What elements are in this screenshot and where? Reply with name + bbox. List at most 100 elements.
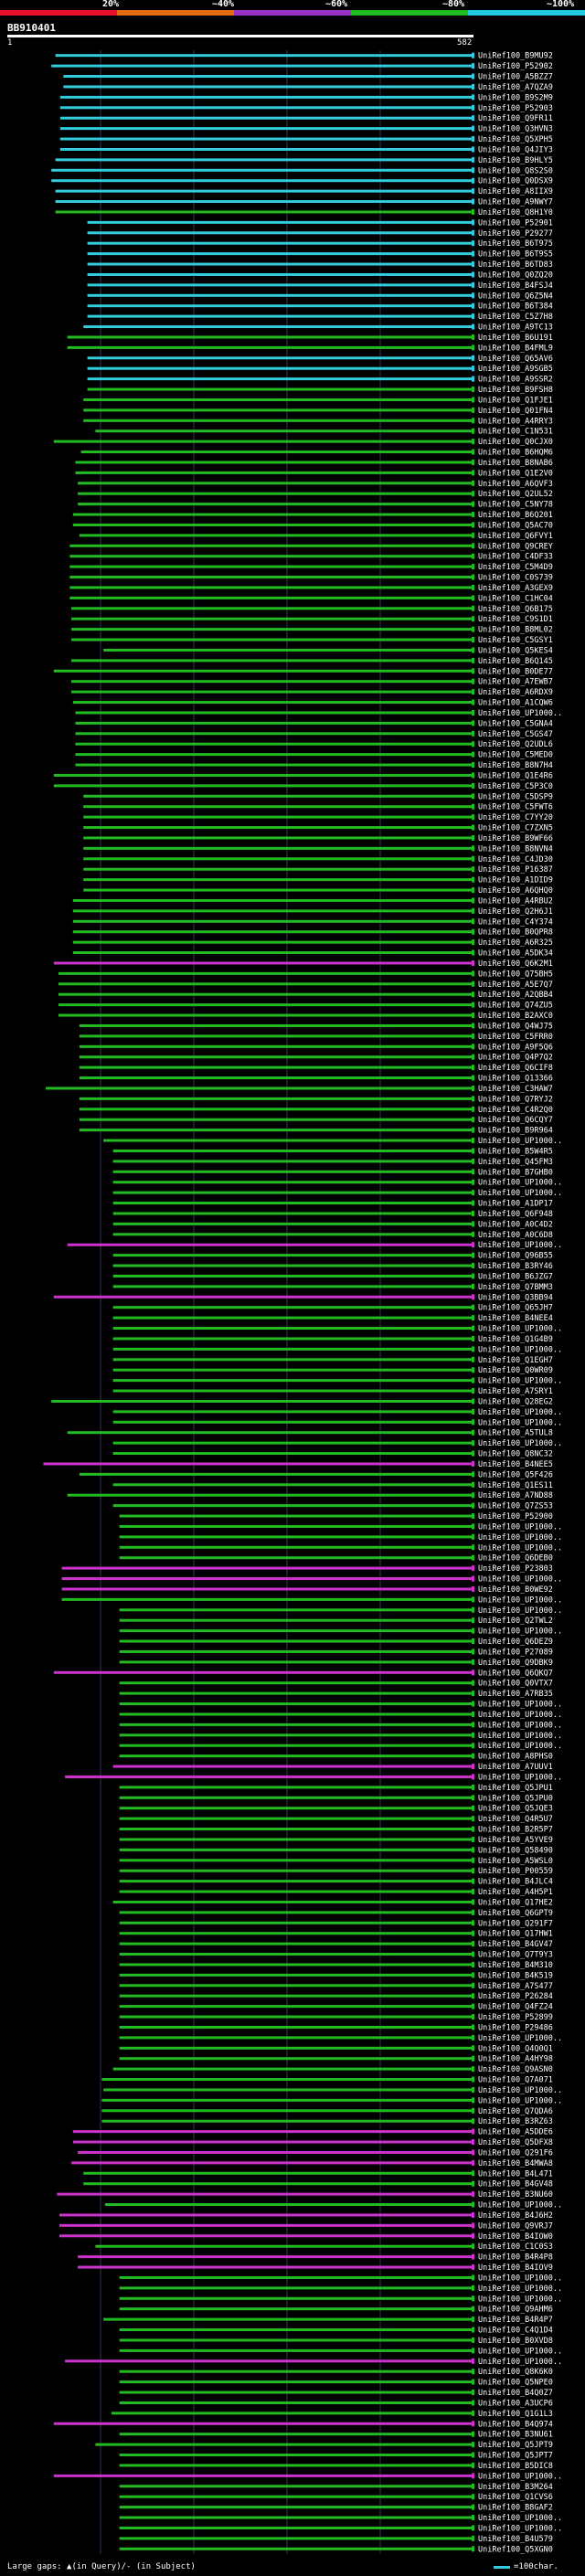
hit-label[interactable]: UniRef100_UP1000.. [478, 1418, 562, 1427]
hit-label[interactable]: UniRef100_A1DID9 [478, 876, 553, 885]
hit-bar[interactable] [71, 2161, 474, 2165]
hit-label[interactable]: UniRef100_B6T975 [478, 239, 553, 249]
hit-label[interactable]: UniRef100_A9SGB5 [478, 365, 553, 374]
hit-label[interactable]: UniRef100_C4DF33 [478, 553, 553, 562]
hit-bar[interactable] [103, 2088, 474, 2092]
hit-label[interactable]: UniRef100_UP1000.. [478, 1732, 562, 1741]
hit-bar[interactable] [87, 366, 473, 370]
hit-label[interactable]: UniRef100_B4U579 [478, 2535, 553, 2544]
hit-label[interactable]: UniRef100_Q9DBK9 [478, 1659, 553, 1668]
hit-label[interactable]: UniRef100_A7S477 [478, 1982, 553, 1991]
hit-label[interactable]: UniRef100_Q1G4B9 [478, 1335, 553, 1344]
hit-label[interactable]: UniRef100_Q7ZS53 [478, 1502, 553, 1511]
hit-label[interactable]: UniRef100_Q6B175 [478, 605, 553, 614]
hit-bar[interactable] [53, 961, 474, 965]
hit-label[interactable]: UniRef100_A9SSR2 [478, 376, 553, 385]
hit-label[interactable]: UniRef100_B9WF66 [478, 834, 553, 843]
hit-label[interactable]: UniRef100_A4H5P1 [478, 1888, 553, 1897]
hit-bar[interactable] [87, 377, 473, 381]
hit-bar[interactable] [112, 1420, 473, 1424]
hit-bar[interactable] [112, 1379, 473, 1383]
hit-bar[interactable] [119, 1629, 473, 1633]
hit-bar[interactable] [78, 2255, 473, 2259]
hit-bar[interactable] [87, 272, 473, 276]
hit-bar[interactable] [80, 451, 473, 454]
hit-label[interactable]: UniRef100_A5DDE6 [478, 2128, 553, 2137]
hit-label[interactable]: UniRef100_Q6QKQ7 [478, 1669, 553, 1678]
hit-label[interactable]: UniRef100_Q3HVN3 [478, 125, 553, 134]
hit-bar[interactable] [75, 742, 474, 746]
hit-bar[interactable] [119, 2046, 473, 2050]
hit-label[interactable]: UniRef100_A6QVF3 [478, 480, 553, 489]
hit-bar[interactable] [53, 773, 474, 777]
hit-bar[interactable] [119, 2025, 473, 2029]
hit-bar[interactable] [112, 1389, 473, 1393]
hit-bar[interactable] [87, 262, 473, 266]
hit-bar[interactable] [55, 210, 473, 214]
hit-label[interactable]: UniRef100_Q45FM3 [478, 1158, 553, 1167]
hit-label[interactable]: UniRef100_A6QHQ0 [478, 886, 553, 896]
hit-bar[interactable] [43, 1462, 474, 1466]
hit-bar[interactable] [119, 1691, 473, 1695]
hit-bar[interactable] [71, 680, 474, 684]
hit-label[interactable]: UniRef100_Q5JPU0 [478, 1794, 553, 1803]
hit-bar[interactable] [119, 2369, 473, 2373]
hit-label[interactable]: UniRef100_UP1000.. [478, 2274, 562, 2283]
hit-label[interactable]: UniRef100_A5BZZ7 [478, 73, 553, 82]
hit-label[interactable]: UniRef100_Q6DEZ9 [478, 1638, 553, 1647]
hit-label[interactable]: UniRef100_Q6CQY7 [478, 1116, 553, 1125]
hit-bar[interactable] [71, 628, 474, 631]
hit-label[interactable]: UniRef100_P26284 [478, 1992, 553, 2001]
hit-bar[interactable] [58, 982, 474, 986]
hit-bar[interactable] [95, 2443, 473, 2446]
hit-bar[interactable] [63, 85, 473, 89]
hit-bar[interactable] [83, 836, 473, 840]
hit-bar[interactable] [79, 1023, 474, 1027]
hit-label[interactable]: UniRef100_Q9CREY [478, 542, 553, 551]
hit-bar[interactable] [101, 2078, 473, 2082]
hit-label[interactable]: UniRef100_Q6F948 [478, 1210, 553, 1219]
hit-bar[interactable] [51, 64, 474, 68]
hit-label[interactable]: UniRef100_P16387 [478, 865, 553, 875]
hit-bar[interactable] [72, 523, 474, 526]
hit-label[interactable]: UniRef100_B4FML9 [478, 344, 553, 353]
hit-bar[interactable] [101, 2119, 473, 2123]
hit-label[interactable]: UniRef100_A4RBU2 [478, 896, 553, 906]
hit-label[interactable]: UniRef100_C4Y374 [478, 917, 553, 927]
hit-bar[interactable] [55, 189, 473, 193]
hit-label[interactable]: UniRef100_B2AXC0 [478, 1012, 553, 1021]
hit-label[interactable]: UniRef100_UP1000.. [478, 1627, 562, 1637]
hit-bar[interactable] [69, 586, 473, 589]
hit-label[interactable]: UniRef100_C0S739 [478, 574, 553, 583]
hit-label[interactable]: UniRef100_Q0CJX0 [478, 438, 553, 447]
hit-bar[interactable] [61, 1587, 473, 1591]
hit-label[interactable]: UniRef100_UP1000.. [478, 709, 562, 718]
hit-label[interactable]: UniRef100_A1DP17 [478, 1200, 553, 1209]
hit-bar[interactable] [59, 137, 473, 141]
hit-bar[interactable] [55, 158, 473, 162]
hit-label[interactable]: UniRef100_UP1000.. [478, 2034, 562, 2043]
hit-bar[interactable] [95, 429, 473, 433]
hit-bar[interactable] [71, 638, 474, 641]
hit-bar[interactable] [119, 2390, 473, 2394]
hit-bar[interactable] [67, 1243, 473, 1246]
hit-bar[interactable] [67, 345, 473, 349]
hit-label[interactable]: UniRef100_A9TC13 [478, 323, 553, 333]
hit-label[interactable]: UniRef100_UP1000.. [478, 1439, 562, 1448]
hit-bar[interactable] [83, 408, 473, 412]
hit-bar[interactable] [119, 1994, 473, 1998]
hit-bar[interactable] [78, 2265, 473, 2269]
hit-label[interactable]: UniRef100_C5Z7H8 [478, 313, 553, 322]
hit-bar[interactable] [112, 1170, 473, 1173]
hit-bar[interactable] [119, 1828, 473, 1831]
hit-bar[interactable] [112, 1327, 473, 1330]
hit-label[interactable]: UniRef100_B4R4P7 [478, 2316, 553, 2325]
hit-bar[interactable] [83, 794, 473, 798]
hit-label[interactable]: UniRef100_Q5XGN0 [478, 2545, 553, 2554]
hit-bar[interactable] [112, 1306, 473, 1309]
hit-bar[interactable] [112, 1222, 473, 1225]
hit-bar[interactable] [101, 2098, 473, 2102]
hit-label[interactable]: UniRef100_A8IIX9 [478, 187, 553, 196]
hit-label[interactable]: UniRef100_Q58490 [478, 1846, 553, 1855]
hit-label[interactable]: UniRef100_Q8NC32 [478, 1450, 553, 1459]
